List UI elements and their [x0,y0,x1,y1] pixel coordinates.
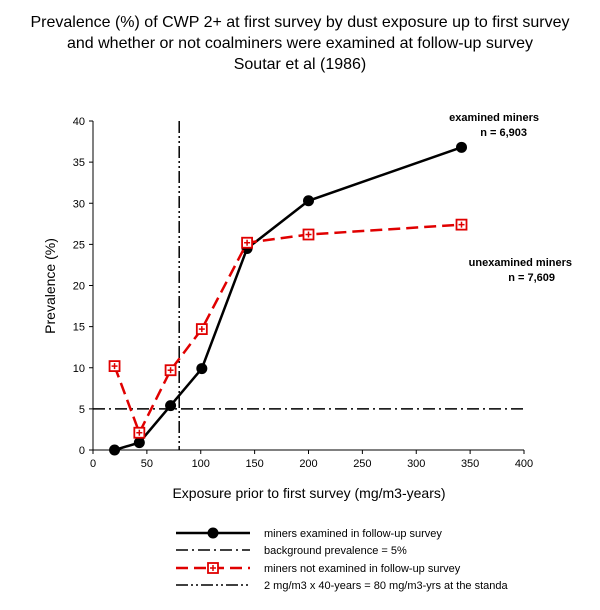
data-point [196,363,208,375]
data-point [303,195,314,207]
legend-label-standard: 2 mg/m3 x 40-years = 80 mg/m3-yrs at the… [264,580,509,592]
y-axis-ticks: 0 5 10 15 20 25 30 35 40 [73,116,93,457]
data-point [108,360,121,373]
x-tick-label: 350 [461,458,479,470]
legend-marker-not-examined [207,562,219,574]
legend-item-background: background prevalence = 5% [176,545,407,557]
legend-label-background: background prevalence = 5% [264,545,407,557]
x-tick-label: 50 [141,458,153,470]
x-tick-label: 250 [353,458,371,470]
x-tick-label: 0 [90,458,96,470]
x-tick-label: 200 [299,458,317,470]
annotation-unexamined-title: unexamined miners [469,257,572,269]
legend: miners examined in follow-up survey back… [176,527,509,592]
legend-marker-examined [207,527,219,539]
x-tick-label: 150 [245,458,263,470]
series-line [113,223,462,436]
legend-label-not-examined: miners not examined in follow-up survey [264,563,461,575]
y-tick-label: 35 [73,157,85,169]
y-tick-label: 25 [73,239,85,251]
chart-titles: Prevalence (%) of CWP 2+ at first survey… [30,14,569,73]
y-tick-label: 10 [73,363,85,375]
annotation-examined-count: n = 6,903 [480,127,527,139]
y-axis-label: Prevalence (%) [42,238,58,334]
data-point [195,323,208,335]
y-tick-label: 15 [73,322,85,334]
y-tick-label: 5 [79,404,85,416]
data-point [164,364,177,377]
reference-lines [93,121,524,450]
legend-label-examined: miners examined in follow-up survey [264,528,442,540]
annotation-examined-title: examined miners [449,112,539,124]
series-layer [108,141,468,456]
data-point [455,218,468,231]
x-tick-label: 400 [515,458,533,470]
legend-item-not-examined: miners not examined in follow-up survey [176,562,461,575]
chart-subtitle: Soutar et al (1986) [234,56,367,73]
legend-item-examined: miners examined in follow-up survey [176,527,442,540]
series-examined [109,141,468,456]
y-tick-label: 30 [73,198,85,210]
x-axis-ticks: 0 50 100 150 200 250 300 350 400 [90,450,533,470]
data-point [302,228,315,241]
x-tick-label: 300 [407,458,425,470]
data-point [133,426,146,439]
legend-item-standard: 2 mg/m3 x 40-years = 80 mg/m3-yrs at the… [176,580,509,592]
series-not-examined [108,218,468,439]
data-point [241,236,253,249]
y-tick-label: 0 [79,445,85,457]
y-tick-label: 40 [73,116,85,128]
x-axis-label: Exposure prior to first survey (mg/m3-ye… [172,485,445,501]
chart-title-line-1: Prevalence (%) of CWP 2+ at first survey… [30,14,569,31]
data-point [456,141,468,153]
annotation-unexamined-count: n = 7,609 [508,272,555,284]
x-tick-label: 100 [192,458,210,470]
y-tick-label: 20 [73,281,85,293]
data-point [165,400,177,412]
chart-title-line-2: and whether or not coalminers were exami… [67,35,533,52]
annotations: examined miners n = 6,903 unexamined min… [449,112,572,284]
data-point [133,437,145,449]
